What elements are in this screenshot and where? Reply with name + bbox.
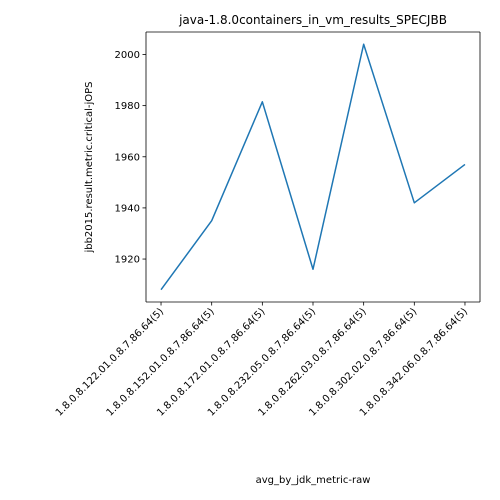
- y-axis-title: jbb2015.result.metric.critical-jOPS: [84, 81, 95, 253]
- chart-title: java-1.8.0containers_in_vm_results_SPECJ…: [178, 13, 447, 27]
- y-tick-label: 1980: [115, 101, 140, 112]
- x-axis-title: avg_by_jdk_metric-raw: [256, 475, 371, 486]
- y-tick-label: 2000: [115, 50, 140, 61]
- y-tick-label: 1960: [115, 152, 140, 163]
- y-tick-label: 1920: [115, 255, 140, 266]
- y-tick-label: 1940: [115, 203, 140, 214]
